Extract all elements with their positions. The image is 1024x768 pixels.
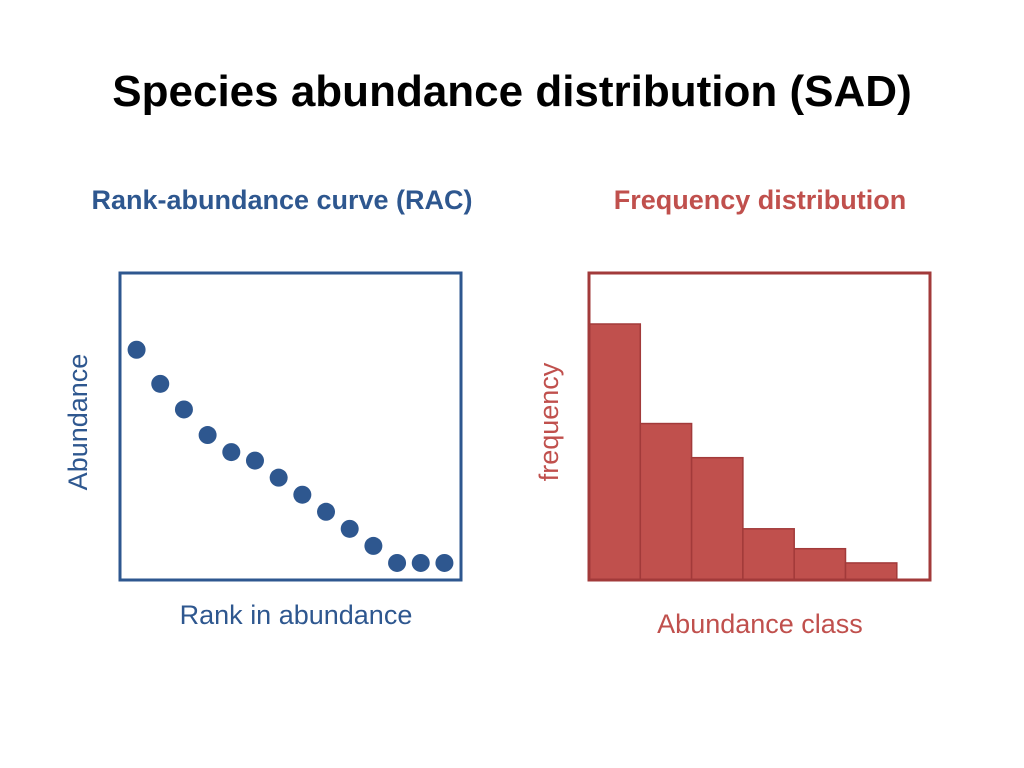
frequency-bar (639, 422, 693, 581)
rac-chart (118, 271, 463, 582)
frequency-bar (793, 547, 847, 581)
rac-point (317, 502, 336, 521)
frequency-bar (844, 562, 898, 581)
slide-title: Species abundance distribution (SAD) (112, 67, 912, 116)
rac-point (411, 553, 430, 572)
frequency-panel-title: Frequency distribution (613, 185, 907, 215)
rac-point (388, 553, 407, 572)
rac-point (293, 485, 312, 504)
rac-point (340, 519, 359, 538)
rac-plot-frame (118, 271, 463, 582)
frequency-y-axis-label: frequency (534, 362, 564, 482)
rac-y-axis-label: Abundance (63, 353, 93, 491)
frequency-plot-frame (587, 271, 932, 582)
frequency-bar (690, 456, 744, 581)
frequency-bar (588, 323, 642, 581)
rac-point (269, 468, 288, 487)
rac-point (245, 451, 264, 470)
rac-point (364, 536, 383, 555)
rac-point (127, 340, 146, 359)
rac-point (198, 426, 217, 445)
frequency-x-axis-label: Abundance class (657, 609, 863, 639)
rac-point (174, 400, 193, 419)
rac-point (151, 374, 170, 393)
frequency-bar (742, 528, 795, 581)
rac-panel-title: Rank-abundance curve (RAC) (91, 185, 473, 215)
rac-point (435, 553, 454, 572)
frequency-chart (587, 271, 932, 582)
rac-point (222, 443, 241, 462)
rac-x-axis-label: Rank in abundance (179, 600, 413, 630)
